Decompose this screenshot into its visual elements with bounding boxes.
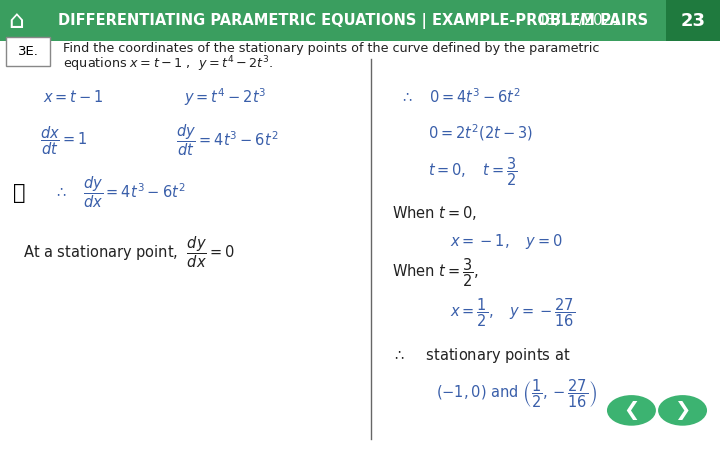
Text: DIFFERENTIATING PARAMETRIC EQUATIONS | EXAMPLE-PROBLEM PAIRS: DIFFERENTIATING PARAMETRIC EQUATIONS | E… [58, 13, 648, 29]
Text: $y = t^4 - 2t^3$: $y = t^4 - 2t^3$ [184, 86, 266, 108]
Text: ❮: ❮ [624, 401, 639, 420]
Text: $\therefore \quad \dfrac{dy}{dx} = 4t^3 - 6t^2$: $\therefore \quad \dfrac{dy}{dx} = 4t^3 … [54, 175, 186, 211]
Text: At a stationary point,  $\dfrac{dy}{dx} = 0$: At a stationary point, $\dfrac{dy}{dx} =… [23, 234, 235, 270]
Text: $\therefore \quad 0 = 4t^3 - 6t^2$: $\therefore \quad 0 = 4t^3 - 6t^2$ [400, 87, 521, 106]
Circle shape [658, 395, 707, 426]
Text: $\dfrac{dy}{dt} = 4t^3 - 6t^2$: $\dfrac{dy}{dt} = 4t^3 - 6t^2$ [176, 122, 279, 158]
Text: ❯: ❯ [675, 401, 690, 420]
Text: ⌂: ⌂ [8, 9, 24, 33]
FancyBboxPatch shape [6, 37, 50, 66]
Text: 23: 23 [681, 12, 706, 30]
Text: When $t = \dfrac{3}{2}$,: When $t = \dfrac{3}{2}$, [392, 257, 479, 289]
Text: $x = -1, \quad y = 0$: $x = -1, \quad y = 0$ [450, 232, 563, 251]
Text: 👉: 👉 [13, 183, 25, 202]
Text: When $t = 0$,: When $t = 0$, [392, 204, 477, 222]
Text: Find the coordinates of the stationary points of the curve defined by the parame: Find the coordinates of the stationary p… [63, 42, 600, 55]
Circle shape [607, 395, 656, 426]
Text: $(-1, 0)$ and $\left(\dfrac{1}{2}, -\dfrac{27}{16}\right)$: $(-1, 0)$ and $\left(\dfrac{1}{2}, -\dfr… [436, 378, 597, 410]
Bar [666, 0, 720, 41]
Text: equations $x = t - 1$ ,  $y = t^4 - 2t^3$.: equations $x = t - 1$ , $y = t^4 - 2t^3$… [63, 54, 274, 74]
Text: $x = t - 1$: $x = t - 1$ [43, 89, 104, 105]
Text: 13/12/2021: 13/12/2021 [538, 13, 621, 28]
Text: $0 = 2t^2(2t - 3)$: $0 = 2t^2(2t - 3)$ [428, 122, 534, 143]
Text: $\dfrac{dx}{dt} = 1$: $\dfrac{dx}{dt} = 1$ [40, 124, 87, 157]
Text: $t = 0, \quad t = \dfrac{3}{2}$: $t = 0, \quad t = \dfrac{3}{2}$ [428, 156, 518, 188]
Text: $\therefore \quad$ stationary points at: $\therefore \quad$ stationary points at [392, 346, 571, 365]
Text: 3E.: 3E. [18, 45, 38, 58]
Bar [0, 0, 720, 41]
Text: $x = \dfrac{1}{2}, \quad y = -\dfrac{27}{16}$: $x = \dfrac{1}{2}, \quad y = -\dfrac{27}… [450, 297, 575, 329]
